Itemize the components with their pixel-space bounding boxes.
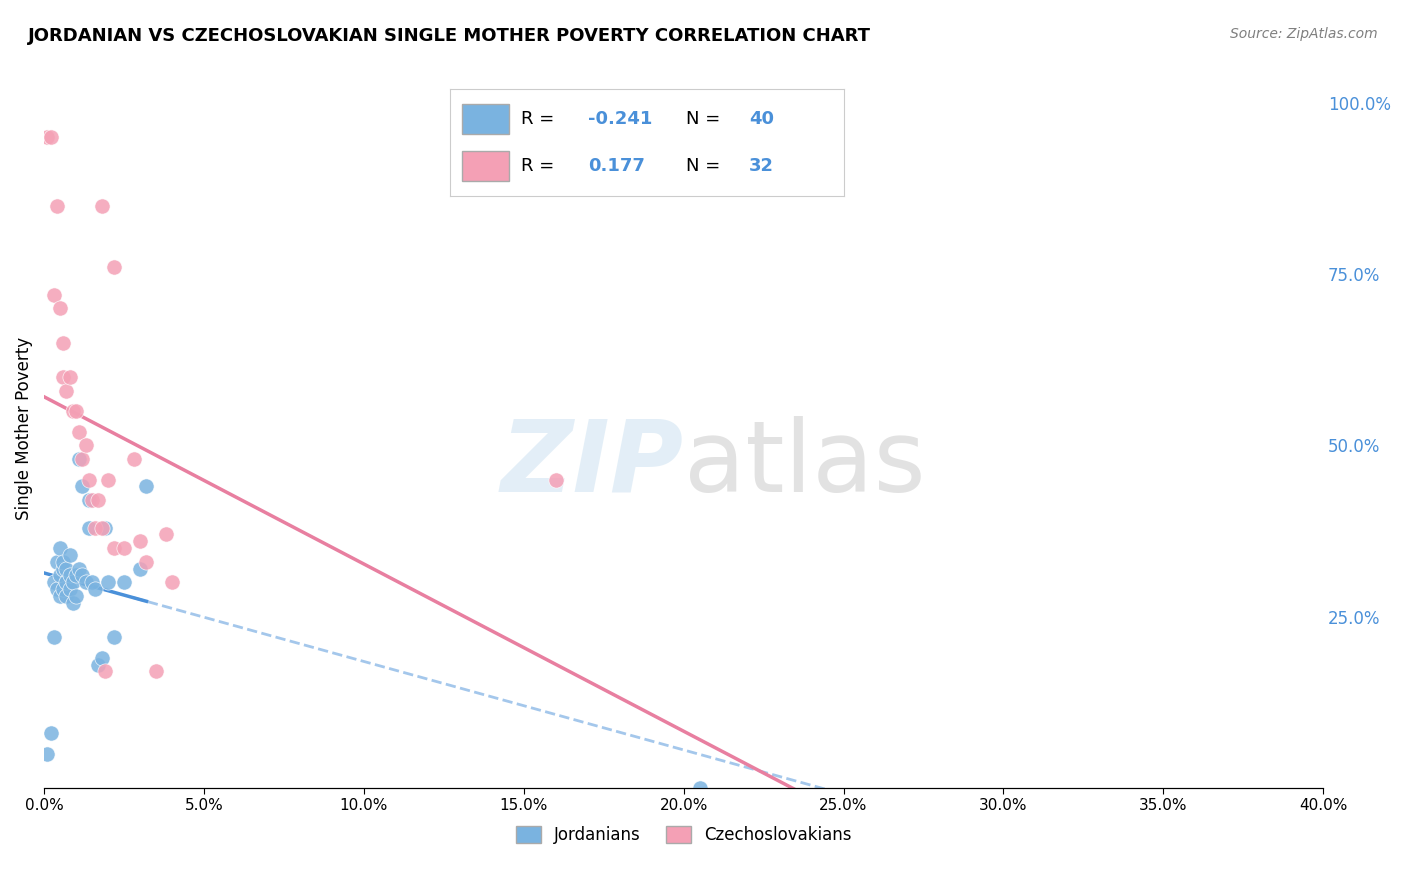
Text: Source: ZipAtlas.com: Source: ZipAtlas.com [1230, 27, 1378, 41]
Text: N =: N = [686, 157, 725, 175]
Text: ZIP: ZIP [501, 416, 683, 513]
Point [62, 404, 84, 418]
Text: 0.177: 0.177 [588, 157, 644, 175]
Point [87, 493, 110, 508]
Point [129, 561, 152, 575]
Point [122, 452, 145, 467]
Point [72, 479, 94, 493]
Text: R =: R = [520, 111, 560, 128]
Point [75, 575, 97, 590]
Point [59, 568, 82, 582]
Legend: Jordanians, Czechoslovakians: Jordanians, Czechoslovakians [516, 826, 852, 844]
Point [49, 301, 72, 316]
Point [49, 589, 72, 603]
Point [52, 582, 75, 597]
Point [72, 568, 94, 582]
Point [39, 130, 62, 145]
Point [77, 473, 100, 487]
Point [65, 589, 87, 603]
Point [80, 493, 103, 508]
Point [160, 575, 183, 590]
Text: atlas: atlas [683, 416, 925, 513]
Point [90, 198, 112, 212]
Point [112, 575, 135, 590]
Point [59, 582, 82, 597]
Point [65, 404, 87, 418]
Bar [461, 104, 509, 134]
Point [67, 425, 90, 439]
Point [97, 575, 120, 590]
Point [55, 384, 77, 398]
Point [45, 582, 67, 597]
Point [84, 520, 107, 534]
Point [689, 780, 711, 795]
Text: 32: 32 [749, 157, 775, 175]
Point [94, 665, 117, 679]
Point [103, 541, 125, 555]
Point [103, 630, 125, 644]
Point [55, 589, 77, 603]
Point [544, 473, 567, 487]
Point [135, 555, 157, 569]
Point [62, 596, 84, 610]
Text: -0.241: -0.241 [588, 111, 652, 128]
Text: N =: N = [686, 111, 725, 128]
Point [94, 520, 117, 534]
Point [65, 568, 87, 582]
Point [90, 650, 112, 665]
Point [80, 575, 103, 590]
Point [62, 575, 84, 590]
Point [67, 452, 90, 467]
Point [67, 561, 90, 575]
Point [90, 520, 112, 534]
Point [112, 541, 135, 555]
Point [45, 198, 67, 212]
Point [42, 575, 65, 590]
Point [145, 665, 167, 679]
Y-axis label: Single Mother Poverty: Single Mother Poverty [15, 336, 32, 520]
Point [37, 130, 59, 145]
Point [77, 493, 100, 508]
Bar [461, 152, 509, 181]
Point [75, 438, 97, 452]
Point [45, 555, 67, 569]
Point [52, 369, 75, 384]
Point [84, 582, 107, 597]
Point [59, 548, 82, 562]
Point [103, 260, 125, 275]
Point [42, 630, 65, 644]
Text: JORDANIAN VS CZECHOSLOVAKIAN SINGLE MOTHER POVERTY CORRELATION CHART: JORDANIAN VS CZECHOSLOVAKIAN SINGLE MOTH… [28, 27, 872, 45]
Point [52, 561, 75, 575]
Point [55, 561, 77, 575]
Point [135, 479, 157, 493]
Point [37, 747, 59, 761]
Point [49, 568, 72, 582]
Point [59, 369, 82, 384]
Point [52, 335, 75, 350]
Point [52, 555, 75, 569]
Point [155, 527, 177, 541]
Point [49, 541, 72, 555]
Text: 40: 40 [749, 111, 775, 128]
Text: R =: R = [520, 157, 560, 175]
Point [77, 520, 100, 534]
Point [42, 287, 65, 301]
Point [39, 726, 62, 740]
Point [97, 473, 120, 487]
Point [129, 534, 152, 549]
Point [55, 575, 77, 590]
Point [72, 452, 94, 467]
Point [87, 657, 110, 672]
